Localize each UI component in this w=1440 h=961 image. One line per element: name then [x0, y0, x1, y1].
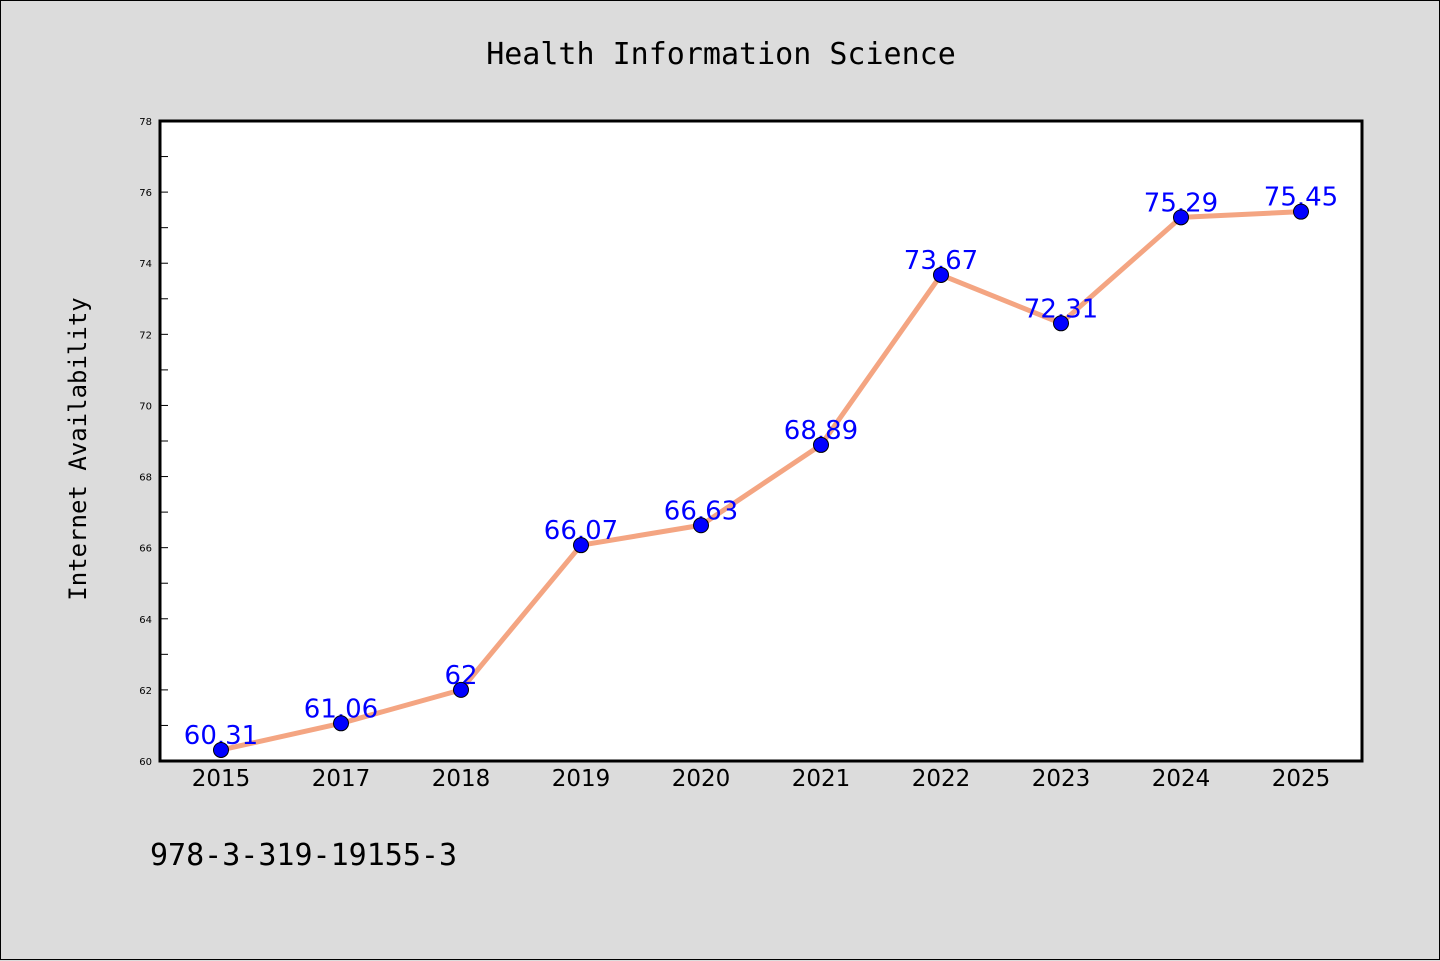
y-tick-label: 78: [139, 117, 152, 128]
data-point-marker: [1053, 315, 1069, 332]
y-tick-label: 70: [139, 401, 152, 412]
x-tick-label: 2017: [312, 766, 371, 792]
y-tick-label: 76: [139, 188, 152, 199]
y-tick-label: 62: [139, 686, 152, 697]
y-tick-label: 68: [139, 473, 152, 484]
data-point-marker: [333, 715, 349, 732]
isbn-footnote: 978-3-319-19155-3: [150, 838, 457, 873]
y-tick-label: 72: [139, 330, 152, 341]
x-axis-ticks: 2015 2017 2018 2019 2020 2021 2022 2023 2024 2025: [192, 766, 1331, 792]
y-tick-label: 64: [139, 615, 152, 626]
x-tick-label: 2023: [1032, 766, 1091, 792]
data-point-marker: [693, 517, 709, 534]
plot-area: [158, 119, 1364, 763]
y-tick-label: 74: [139, 259, 152, 270]
data-point-marker: [1293, 203, 1309, 220]
x-tick-label: 2024: [1152, 766, 1211, 792]
data-point-marker: [813, 436, 829, 453]
data-point-marker: [1173, 209, 1189, 226]
data-point-marker: [573, 537, 589, 554]
x-tick-label: 2019: [552, 766, 611, 792]
data-point-marker: [453, 681, 469, 698]
y-tick-label: 66: [139, 544, 152, 555]
chart-title: Health Information Science: [486, 37, 956, 72]
data-series: 60.3161.066266.0766.6368.8973.6772.3175.…: [184, 183, 1338, 758]
x-tick-label: 2015: [192, 766, 251, 792]
x-tick-label: 2021: [792, 766, 851, 792]
y-tick-label: 60: [139, 757, 152, 768]
x-tick-label: 2025: [1272, 766, 1331, 792]
x-tick-label: 2020: [672, 766, 731, 792]
x-tick-label: 2022: [912, 766, 971, 792]
series-line: [218, 209, 1304, 753]
x-tick-label: 2018: [432, 766, 491, 792]
y-axis-label: Internet Availability: [64, 297, 92, 600]
y-axis-ticks: 60 62 64 66 68 70 72 74 76 78: [139, 117, 168, 768]
data-point-marker: [933, 266, 949, 283]
data-point-marker: [213, 741, 229, 758]
